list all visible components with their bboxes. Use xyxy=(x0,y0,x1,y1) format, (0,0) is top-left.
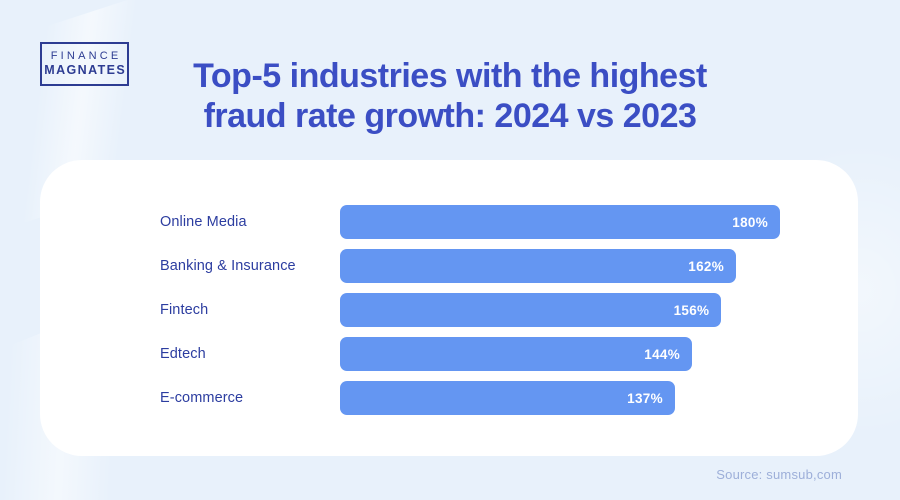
chart-row-ecommerce: E-commerce 137% xyxy=(160,381,780,415)
bar-track: 144% xyxy=(340,337,780,371)
bar-track: 156% xyxy=(340,293,780,327)
bar-value-label: 156% xyxy=(673,302,710,318)
category-label: Banking & Insurance xyxy=(160,258,296,274)
bar-value-label: 162% xyxy=(688,258,724,274)
category-label: Online Media xyxy=(160,214,247,230)
chart-row-online-media: Online Media 180% xyxy=(160,205,780,239)
bar-value-label: 137% xyxy=(627,390,663,406)
logo-text-finance: FINANCE xyxy=(50,49,122,62)
bar-online-media: 180% xyxy=(340,205,780,239)
chart-card: Online Media 180% Banking & Insurance 16… xyxy=(40,160,858,456)
bar-fintech: 156% xyxy=(340,293,722,327)
category-label: Fintech xyxy=(160,302,209,318)
category-label: Edtech xyxy=(160,346,206,362)
bar-value-label: 144% xyxy=(644,346,680,362)
chart-row-fintech: Fintech 156% xyxy=(160,293,780,327)
chart-title: Top-5 industries with the highest fraud r… xyxy=(120,56,780,136)
bar-track: 137% xyxy=(340,381,780,415)
bar-track: 180% xyxy=(340,205,780,239)
chart-title-line1: Top-5 industries with the highest xyxy=(193,57,707,95)
bar-ecommerce: 137% xyxy=(340,381,675,415)
bar-track: 162% xyxy=(340,249,780,283)
category-label: E-commerce xyxy=(160,390,244,406)
bar-banking-insurance: 162% xyxy=(340,249,736,283)
source-attribution: Source: sumsub,com xyxy=(716,467,842,482)
chart-title-line2: fraud rate growth: 2024 vs 2023 xyxy=(203,97,697,136)
chart-row-banking-insurance: Banking & Insurance 162% xyxy=(160,249,780,283)
bar-edtech: 144% xyxy=(340,337,692,371)
finance-magnates-logo: FINANCE MAGNATES xyxy=(40,42,129,86)
chart-row-edtech: Edtech 144% xyxy=(160,337,780,371)
logo-text-magnates: MAGNATES xyxy=(44,63,127,78)
bar-value-label: 180% xyxy=(732,214,768,230)
bar-chart: Online Media 180% Banking & Insurance 16… xyxy=(160,205,780,415)
